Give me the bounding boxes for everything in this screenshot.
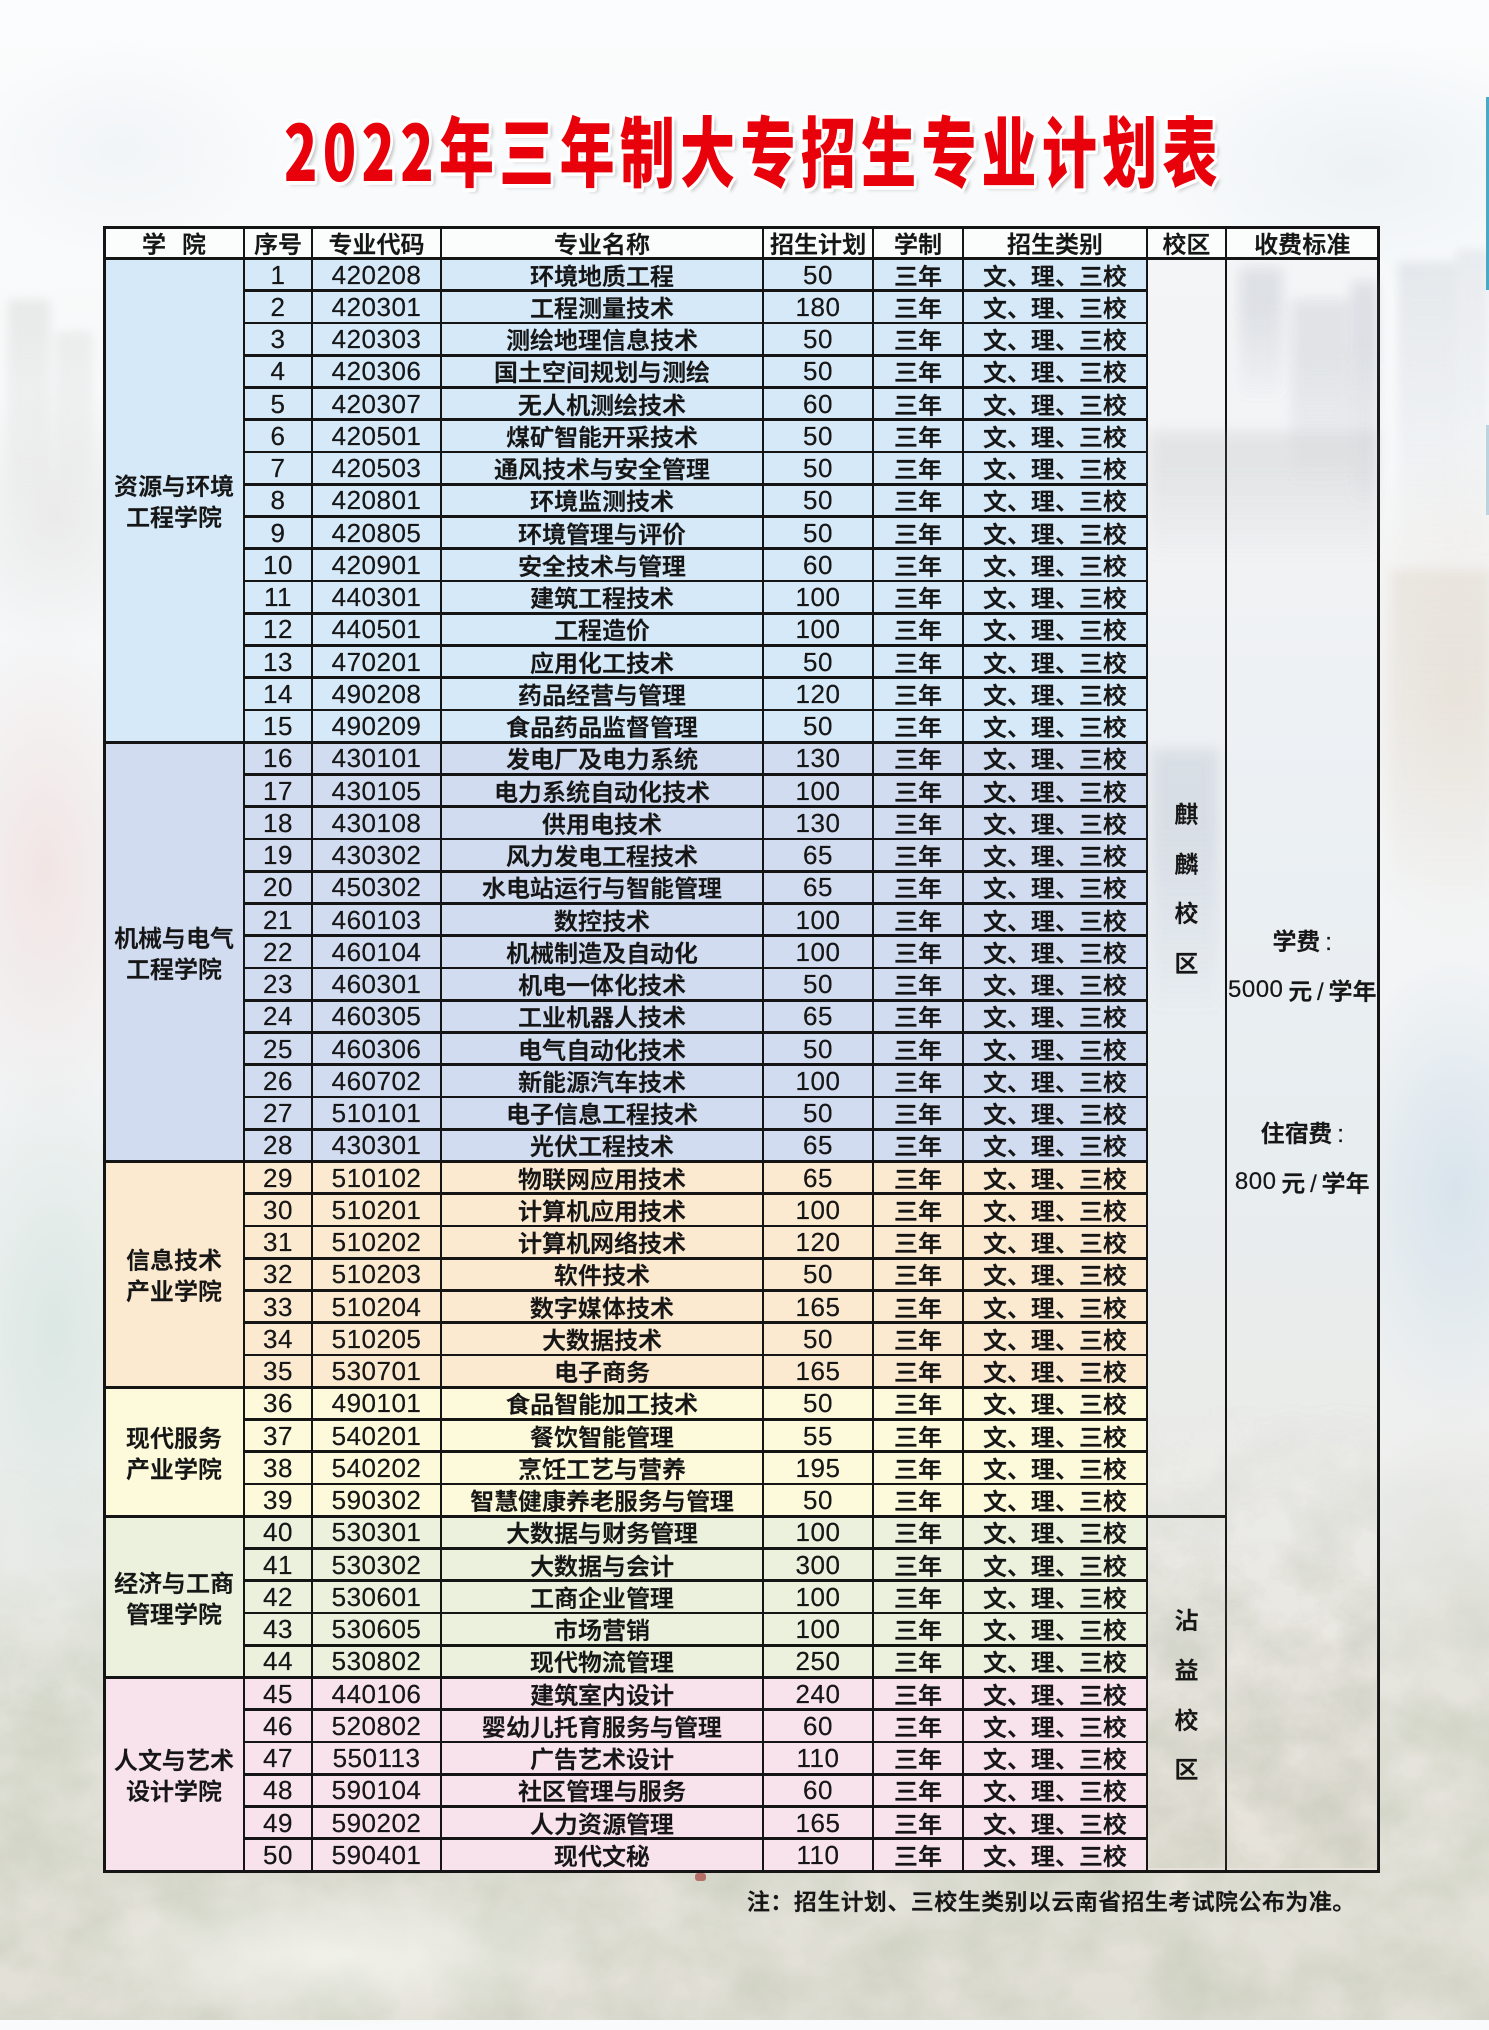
svg-text:2022年三年制大专招生专业计划表: 2022年三年制大专招生专业计划表 <box>288 96 1227 208</box>
svg-text:2022年三年制大专招生专业计划表: 2022年三年制大专招生专业计划表 <box>284 92 1223 204</box>
